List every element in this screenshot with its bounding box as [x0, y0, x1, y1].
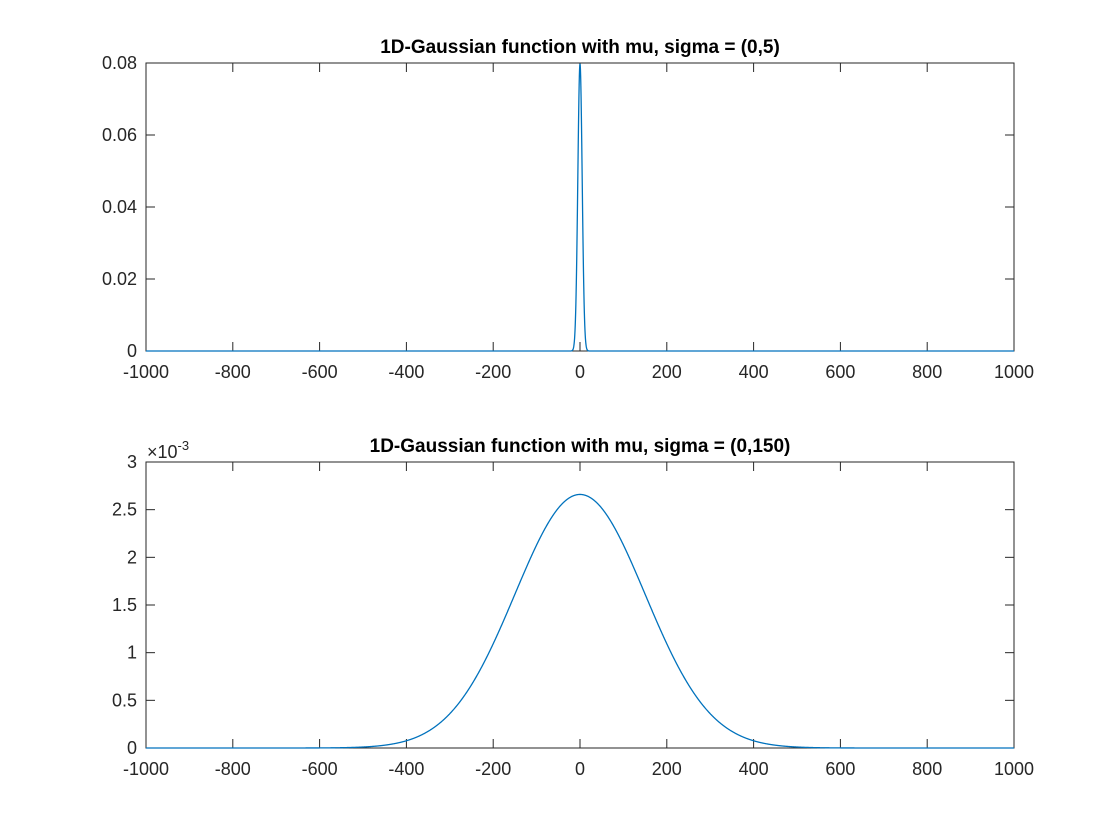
top-y-tick-label: 0.08 [102, 53, 137, 73]
bottom-x-tick-label: 400 [739, 759, 769, 779]
bottom-y-tick-label: 0.5 [112, 690, 137, 710]
top-y-tick-label: 0.02 [102, 269, 137, 289]
bottom-gaussian-curve [146, 493, 1014, 749]
bottom-y-tick-label: 1.5 [112, 595, 137, 615]
top-y-tick-label: 0.04 [102, 197, 137, 217]
top-x-tick-label: 0 [575, 362, 585, 382]
top-x-tick-label: -200 [475, 362, 511, 382]
bottom-subplot: 1D-Gaussian function with mu, sigma = (0… [112, 436, 1034, 779]
top-x-tick-label: -800 [215, 362, 251, 382]
bottom-x-tick-label: -1000 [123, 759, 169, 779]
top-x-tick-label: 400 [739, 362, 769, 382]
top-y-tick-label: 0 [127, 341, 137, 361]
top-x-tick-label: 1000 [994, 362, 1034, 382]
bottom-y-tick-label: 1 [127, 643, 137, 663]
bottom-x-tick-label: -200 [475, 759, 511, 779]
top-x-tick-label: 800 [912, 362, 942, 382]
bottom-x-tick-label: 800 [912, 759, 942, 779]
top-x-tick-label: -400 [388, 362, 424, 382]
bottom-axes-box [145, 461, 1015, 749]
bottom-y-tick-label: 3 [127, 452, 137, 472]
top-x-tick-label: 600 [825, 362, 855, 382]
bottom-y-tick-label: 0 [127, 738, 137, 758]
bottom-x-tick-label: -800 [215, 759, 251, 779]
bottom-subplot-title: 1D-Gaussian function with mu, sigma = (0… [370, 436, 791, 457]
top-x-tick-label: -1000 [123, 362, 169, 382]
bottom-x-tick-label: -400 [388, 759, 424, 779]
bottom-x-tick-label: 200 [652, 759, 682, 779]
top-x-tick-label: 200 [652, 362, 682, 382]
bottom-x-tick-label: 600 [825, 759, 855, 779]
bottom-x-tick-label: -600 [302, 759, 338, 779]
top-x-tick-label: -600 [302, 362, 338, 382]
bottom-x-tick-label: 0 [575, 759, 585, 779]
bottom-y-tick-label: 2 [127, 547, 137, 567]
bottom-y-tick-label: 2.5 [112, 500, 137, 520]
top-subplot: 1D-Gaussian function with mu, sigma = (0… [102, 37, 1034, 382]
bottom-y-exponent-label: ×10-3 [147, 438, 189, 462]
top-y-tick-label: 0.06 [102, 125, 137, 145]
bottom-x-tick-label: 1000 [994, 759, 1034, 779]
top-gaussian-curve [146, 63, 1014, 352]
top-axes-box [145, 62, 1015, 352]
top-subplot-title: 1D-Gaussian function with mu, sigma = (0… [380, 37, 780, 58]
